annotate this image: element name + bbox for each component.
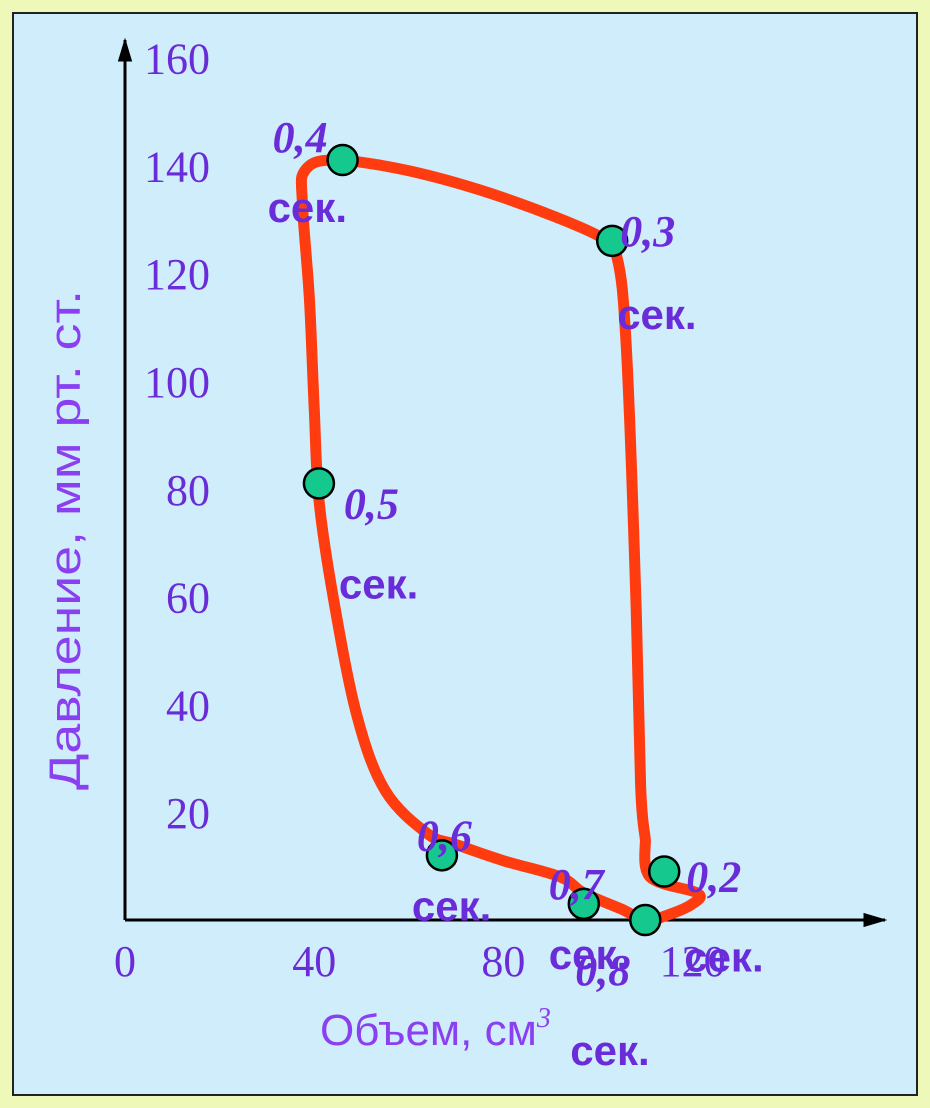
y-tick-label: 140 <box>144 142 210 191</box>
time-marker-value: 0,3 <box>620 207 675 256</box>
time-marker-unit: сек. <box>268 184 347 231</box>
time-marker-dot <box>425 839 459 872</box>
y-tick-label: 40 <box>166 681 210 730</box>
x-axis-title: Объем, см3 <box>320 1003 551 1055</box>
x-axis-title-sup: 3 <box>536 1003 551 1034</box>
y-tick-labels: 20 40 60 80 100 120 140 160 <box>144 35 210 839</box>
time-marker-unit: сек. <box>684 933 763 980</box>
pressure-volume-loop <box>295 154 706 926</box>
time-marker-unit: сек. <box>339 560 418 607</box>
time-marker-dot <box>567 887 601 921</box>
time-marker-value: 0,7 <box>549 860 606 909</box>
x-tick-label: 80 <box>481 937 525 986</box>
y-tick-label: 80 <box>166 466 210 515</box>
time-marker-unit: сек. <box>412 882 491 929</box>
y-tick-label: 60 <box>166 574 210 623</box>
time-marker-dot <box>302 467 336 500</box>
time-marker-dot <box>647 855 681 888</box>
time-marker-dot <box>326 143 359 177</box>
time-marker-value: 0,8 <box>575 946 630 995</box>
y-tick-label: 120 <box>144 250 210 299</box>
time-marker-dot <box>629 903 662 937</box>
time-marker-unit: сек. <box>617 291 696 338</box>
slide-frame <box>12 12 918 1096</box>
y-axis-title: Давление, мм рт. ст. <box>41 290 90 790</box>
x-tick-label: 40 <box>292 937 336 986</box>
time-marker-value: 0,4 <box>273 113 328 162</box>
time-marker-value: 0,2 <box>686 852 741 901</box>
time-marker-unit: сек. <box>549 931 628 978</box>
y-tick-label: 20 <box>166 789 210 838</box>
time-marker-value: 0,5 <box>344 479 399 528</box>
x-tick-label: 0 <box>114 937 136 986</box>
y-tick-label: 160 <box>144 35 210 84</box>
x-axis-title-text: Объем, см <box>320 1006 537 1055</box>
time-marker-unit: сек. <box>570 1027 649 1074</box>
x-tick-label: 120 <box>660 937 726 986</box>
x-tick-labels: 0 40 80 120 <box>114 937 726 986</box>
time-marker-value: 0,6 <box>417 811 472 860</box>
time-markers <box>302 143 681 937</box>
time-marker-dot <box>595 224 629 258</box>
axes <box>117 37 888 928</box>
y-tick-label: 100 <box>144 358 210 407</box>
